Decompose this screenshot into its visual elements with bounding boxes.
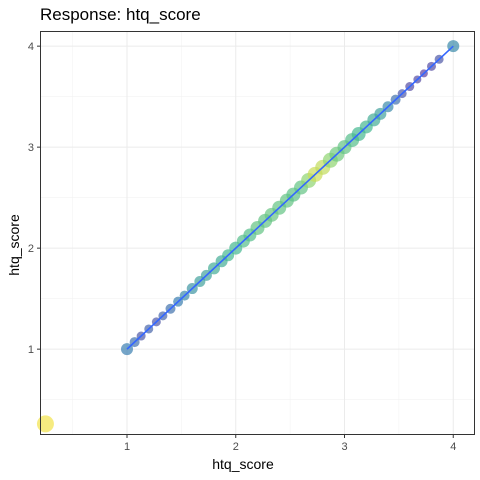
x-tick-label: 2 xyxy=(233,441,239,453)
data-point xyxy=(37,415,54,432)
y-tick-label: 3 xyxy=(28,142,34,154)
x-tick-label: 1 xyxy=(124,441,130,453)
chart-title: Response: htq_score xyxy=(40,5,201,24)
y-axis-label: htq_score xyxy=(6,214,22,276)
y-tick-label: 1 xyxy=(28,344,34,356)
x-axis-label: htq_score xyxy=(212,456,274,472)
x-tick-label: 3 xyxy=(341,441,347,453)
x-tick-label: 4 xyxy=(450,441,456,453)
plot-area xyxy=(37,31,475,435)
y-tick-label: 2 xyxy=(28,243,34,255)
y-tick-label: 4 xyxy=(28,41,34,53)
